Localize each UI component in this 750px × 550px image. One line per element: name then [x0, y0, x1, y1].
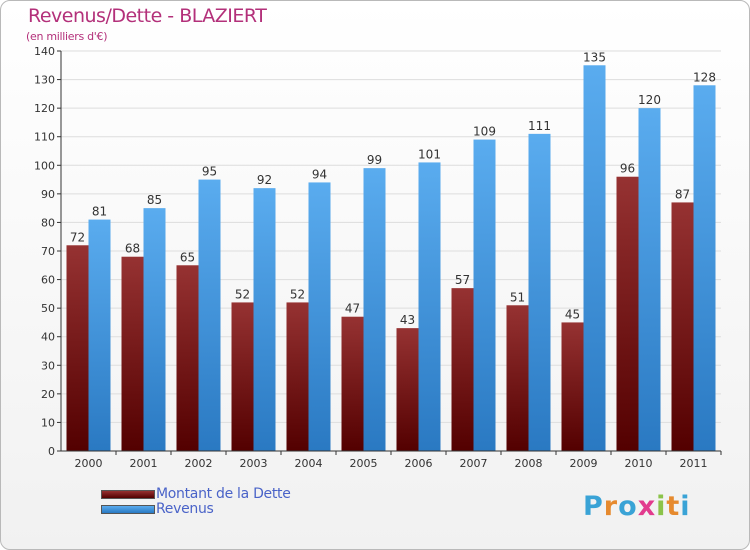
legend-swatch-debt: [101, 490, 155, 499]
grid-lines: [61, 50, 721, 423]
y-tick-label: 20: [41, 388, 55, 401]
data-label: 111: [528, 119, 551, 133]
x-tick-label: 2006: [405, 457, 433, 470]
bar-debt: [231, 302, 254, 451]
y-tick-label: 90: [41, 188, 55, 201]
bar-debt: [616, 176, 639, 451]
bar-revenus: [198, 179, 221, 452]
x-tick-label: 2005: [350, 457, 378, 470]
data-label: 109: [473, 125, 496, 139]
data-label: 94: [312, 167, 327, 181]
logo-letter: r: [603, 491, 619, 522]
bar-debt: [66, 245, 89, 451]
data-label: 87: [675, 187, 690, 201]
x-tick-label: 2003: [240, 457, 268, 470]
data-label: 65: [180, 250, 195, 264]
bar-debt: [121, 256, 144, 451]
bar-debt: [561, 322, 584, 451]
logo-letter: x: [637, 491, 657, 522]
data-label: 92: [257, 173, 272, 187]
y-tick-label: 70: [41, 245, 55, 258]
y-tick-label: 110: [34, 131, 55, 144]
bar-debt: [671, 202, 694, 451]
bar-debt: [396, 328, 419, 451]
data-label: 51: [510, 290, 525, 304]
y-tick-label: 50: [41, 302, 55, 315]
data-label: 96: [620, 162, 635, 176]
data-label: 72: [70, 230, 85, 244]
logo-letter: o: [618, 491, 638, 522]
y-tick-label: 130: [34, 74, 55, 87]
y-tick-label: 40: [41, 331, 55, 344]
bar-revenus: [253, 188, 276, 451]
x-tick-label: 2002: [185, 457, 213, 470]
y-tick-label: 80: [41, 216, 55, 229]
bar-debt: [341, 316, 364, 451]
data-label: 120: [638, 93, 661, 107]
y-tick-label: 120: [34, 102, 55, 115]
legend-swatch-revenus: [101, 505, 155, 514]
data-label: 52: [290, 287, 305, 301]
legend-label-revenus: Revenus: [156, 501, 214, 517]
chart-title: Revenus/Dette - BLAZIERT: [28, 5, 267, 27]
logo-letter: t: [666, 491, 681, 522]
y-tick-label: 10: [41, 416, 55, 429]
bar-debt: [506, 305, 529, 451]
x-tick-label: 2008: [515, 457, 543, 470]
bars: 72 81 68 85 65 95 52 92 52 94 47 99 43 101 57 109 51 111 4…: [66, 50, 716, 452]
x-tick-label: 2004: [295, 457, 323, 470]
bar-revenus: [473, 139, 496, 452]
logo-letter: P: [583, 491, 604, 522]
x-tick-label: 2001: [130, 457, 158, 470]
x-tick-label: 2009: [570, 457, 598, 470]
x-tick-label: 2011: [680, 457, 708, 470]
data-label: 52: [235, 287, 250, 301]
y-tick-label: 30: [41, 359, 55, 372]
y-tick-label: 140: [34, 45, 55, 58]
data-label: 68: [125, 242, 140, 256]
bar-revenus: [363, 168, 386, 451]
y-tick-label: 60: [41, 274, 55, 287]
bar-revenus: [638, 108, 661, 452]
bar-revenus: [418, 162, 441, 451]
logo-letter: i: [680, 491, 691, 522]
data-label: 45: [565, 307, 580, 321]
x-tick-label: 2010: [625, 457, 653, 470]
bar-revenus: [693, 85, 716, 452]
axes: 0 10 20 30 40 50 60 70 80 90 100 110 120 130 140 2000 20…: [34, 45, 722, 470]
bar-debt: [176, 265, 199, 451]
x-tick-label: 2007: [460, 457, 488, 470]
logo-letter: i: [656, 491, 667, 522]
x-tick-label: 2000: [75, 457, 103, 470]
data-label: 135: [583, 50, 606, 64]
bar-debt: [286, 302, 309, 451]
data-label: 128: [693, 70, 716, 84]
bar-revenus: [528, 133, 551, 451]
data-label: 95: [202, 165, 217, 179]
data-label: 43: [400, 313, 415, 327]
legend-label-debt: Montant de la Dette: [156, 486, 291, 502]
bar-revenus: [143, 208, 166, 451]
data-label: 99: [367, 153, 382, 167]
y-tick-label: 0: [48, 445, 55, 458]
data-label: 85: [147, 193, 162, 207]
bar-revenus: [88, 219, 111, 451]
bar-revenus: [583, 65, 606, 452]
data-label: 47: [345, 302, 360, 316]
data-label: 101: [418, 147, 441, 161]
bar-debt: [451, 288, 474, 451]
bar-revenus: [308, 182, 331, 451]
chart-subtitle: (en milliers d'€): [26, 30, 108, 43]
data-label: 81: [92, 205, 107, 219]
proxiti-logo: Proxiti: [583, 491, 691, 522]
y-tick-label: 100: [34, 159, 55, 172]
data-label: 57: [455, 273, 470, 287]
